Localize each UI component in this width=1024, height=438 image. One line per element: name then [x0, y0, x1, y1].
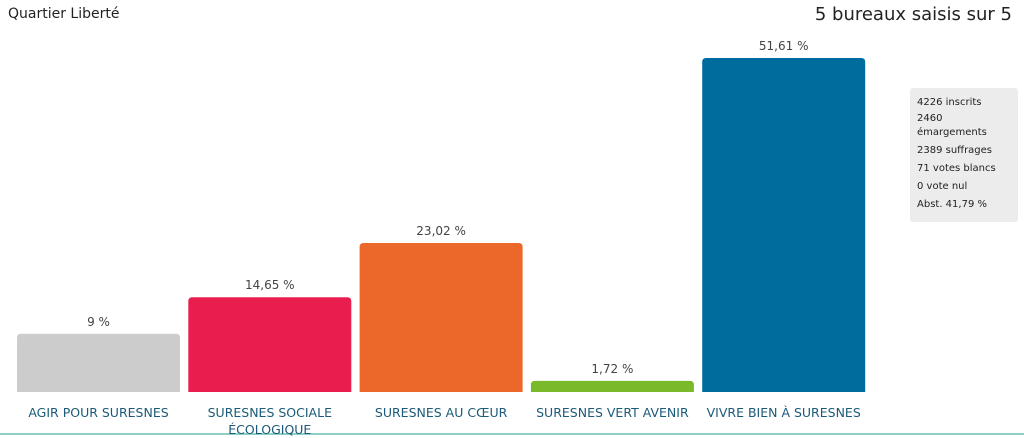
category-label: SURESNES VERT AVENIR [536, 405, 689, 420]
stat-line: 2389 suffrages [917, 145, 993, 156]
stat-line: Abst. 41,79 % [917, 199, 987, 210]
bar [188, 297, 352, 392]
footer-line [0, 433, 1024, 435]
stats-box: 4226 inscrits 2460 émargements 2389 suffra… [910, 88, 1018, 222]
chart-title: Quartier Liberté [8, 6, 120, 22]
bar [17, 333, 180, 392]
category-label: SURESNES SOCIALE ÉCOLOGIQUE [207, 405, 332, 437]
value-label: 51,61 % [759, 39, 809, 53]
value-label: 14,65 % [245, 278, 295, 292]
stat-line: 4226 inscrits [917, 97, 982, 108]
category-label: SURESNES AU CŒUR [374, 405, 508, 420]
category-label: VIVRE BIEN À SURESNES [706, 405, 861, 420]
category-label: AGIR POUR SURESNES [28, 405, 169, 420]
bar [530, 380, 694, 392]
value-label: 1,72 % [591, 362, 633, 376]
chart-subtitle: 5 bureaux saisis sur 5 [814, 4, 1012, 25]
bar [359, 243, 523, 392]
stat-line: 2460 émargements [917, 113, 987, 138]
value-label: 9 % [87, 315, 110, 329]
stat-line: 0 vote nul [917, 181, 968, 192]
value-label: 23,02 % [416, 224, 466, 238]
chart: 9 % 14,65 % 23,02 % 1,72 % 51,61 % [17, 39, 866, 392]
bar [702, 58, 866, 392]
stat-line: 71 votes blancs [917, 163, 996, 174]
